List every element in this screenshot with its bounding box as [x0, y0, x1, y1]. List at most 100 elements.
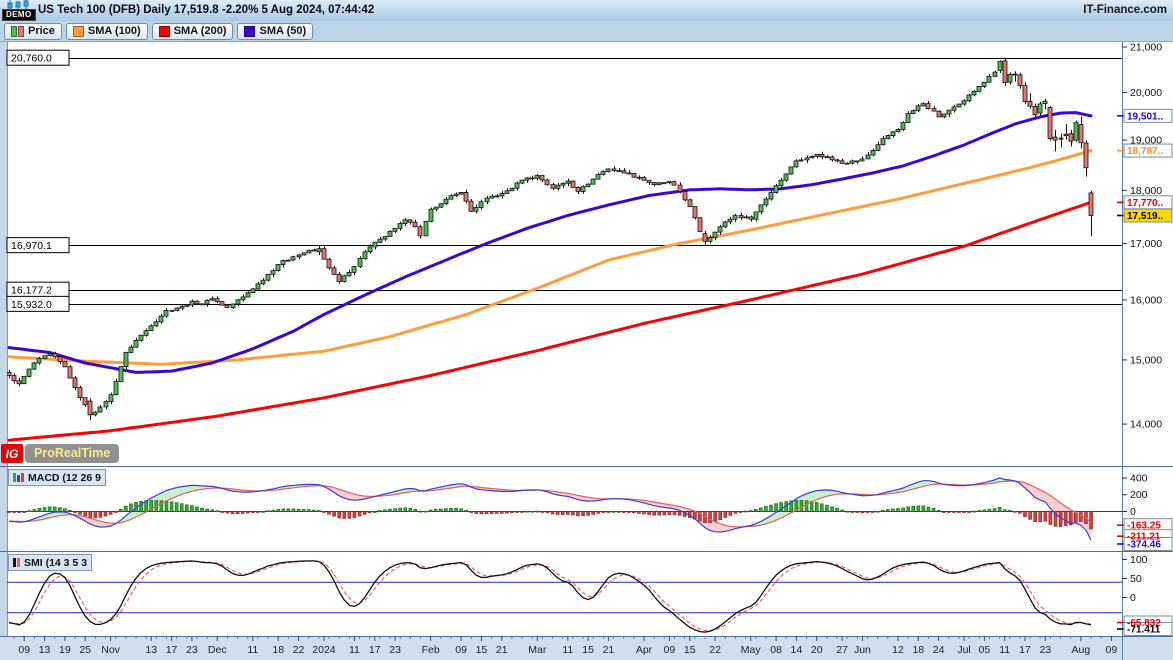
svg-text:-374.46: -374.46 [1127, 540, 1161, 551]
price-series-icon [11, 25, 24, 37]
svg-text:08: 08 [770, 644, 782, 656]
svg-text:Jun: Jun [854, 644, 871, 656]
svg-text:15,932.0: 15,932.0 [11, 299, 52, 311]
svg-text:20,760.0: 20,760.0 [11, 53, 52, 65]
svg-text:21: 21 [496, 644, 508, 656]
macd-fill [73, 514, 117, 527]
svg-text:15: 15 [582, 644, 594, 656]
macd-fill [1015, 481, 1091, 540]
macd-panel[interactable] [7, 477, 1122, 541]
svg-text:25: 25 [79, 644, 91, 656]
svg-text:18: 18 [912, 644, 924, 656]
chart-title: US Tech 100 (DFB) Daily 17,519.8 -2.20% … [38, 4, 375, 16]
svg-text:16,970.1: 16,970.1 [11, 240, 52, 252]
svg-text:12: 12 [892, 644, 904, 656]
legend-sma200-label: SMA (200) [173, 25, 227, 37]
svg-text:11: 11 [562, 644, 573, 656]
macd-fill [875, 480, 944, 495]
price-axis[interactable] [1117, 46, 1173, 636]
level-label-box [6, 49, 70, 66]
svg-text:May: May [741, 644, 762, 656]
axis-value-box [1123, 208, 1173, 223]
mini-candles-icon [7, 0, 29, 11]
sma200-series-icon [158, 25, 170, 37]
legend-price-button[interactable]: Price [4, 22, 62, 40]
svg-text:17: 17 [166, 644, 178, 656]
chart-background [0, 41, 1173, 660]
macd-fill [25, 511, 74, 522]
legend-sma100-label: SMA (100) [87, 25, 141, 37]
left-gutter [0, 41, 7, 636]
svg-text:17,770..: 17,770.. [1127, 198, 1163, 209]
macd-signal-line [8, 480, 1092, 528]
svg-text:20,000: 20,000 [1130, 87, 1162, 99]
demo-badge: DEMO [2, 9, 36, 21]
macd-indicator-label[interactable]: MACD (12 26 9 [8, 469, 106, 486]
prorealtime-logo: IG ProRealTime [1, 444, 120, 463]
sma100-series-icon [72, 25, 84, 37]
smi-indicator-label[interactable]: SMI (14 3 5 3 [8, 554, 93, 571]
legend-price-label: Price [28, 25, 55, 37]
legend-sma200-button[interactable]: SMA (200) [151, 22, 234, 40]
axis-value-box [1123, 622, 1173, 636]
svg-text:23: 23 [186, 644, 198, 656]
smi-label-text: SMI (14 3 5 3 [24, 556, 88, 569]
macd-fill [620, 498, 744, 532]
svg-text:-211.21: -211.21 [1127, 532, 1161, 543]
title-bar: DEMO US Tech 100 (DFB) Daily 17,519.8 -2… [0, 0, 1173, 22]
legend-sma50-button[interactable]: SMA (50) [237, 22, 314, 40]
level-label-box [6, 295, 70, 312]
svg-text:09: 09 [1106, 644, 1118, 656]
macd-line [8, 477, 1092, 541]
svg-text:17: 17 [1019, 644, 1031, 656]
svg-text:Feb: Feb [422, 644, 440, 656]
axis-value-box [1123, 537, 1173, 551]
svg-text:Jul: Jul [957, 644, 970, 656]
svg-text:18: 18 [272, 644, 284, 656]
svg-text:23: 23 [1039, 644, 1051, 656]
svg-text:-65.832: -65.832 [1127, 618, 1161, 629]
smi-line [8, 560, 1092, 633]
sma200-line [7, 200, 1093, 442]
legend-bar: Price SMA (100) SMA (200) SMA (50) [0, 21, 1173, 42]
svg-text:50: 50 [1130, 573, 1142, 585]
time-axis[interactable] [0, 636, 1173, 660]
macd-icon [13, 473, 24, 482]
svg-text:16,177.2: 16,177.2 [11, 285, 52, 297]
svg-text:-71.411: -71.411 [1127, 625, 1161, 636]
axis-value-box [1123, 143, 1173, 158]
candlestick-series[interactable] [7, 57, 1094, 421]
svg-text:11: 11 [349, 644, 360, 656]
svg-text:17: 17 [369, 644, 381, 656]
svg-text:22: 22 [709, 644, 721, 656]
svg-text:-163.25: -163.25 [1127, 521, 1161, 532]
legend-sma50-label: SMA (50) [259, 25, 307, 37]
prorealtime-wordmark: ProRealTime [25, 444, 120, 463]
smi-icon [13, 558, 20, 567]
svg-text:2024: 2024 [312, 644, 336, 656]
svg-text:23: 23 [389, 644, 401, 656]
svg-text:17,000: 17,000 [1130, 238, 1162, 250]
macd-histogram [7, 499, 1093, 530]
smi-panel[interactable] [7, 560, 1122, 633]
svg-text:14: 14 [791, 644, 803, 656]
svg-text:Mar: Mar [528, 644, 547, 656]
svg-text:100: 100 [1130, 554, 1148, 566]
svg-text:05: 05 [979, 644, 991, 656]
svg-text:200: 200 [1130, 489, 1148, 501]
legend-sma100-button[interactable]: SMA (100) [65, 22, 148, 40]
svg-text:19,501..: 19,501.. [1127, 111, 1163, 122]
svg-text:19,000: 19,000 [1130, 135, 1162, 147]
svg-text:0: 0 [1130, 506, 1136, 518]
svg-text:18,787..: 18,787.. [1127, 146, 1163, 157]
svg-text:Dec: Dec [208, 644, 227, 656]
macd-fill [374, 483, 470, 497]
time-axis-background [0, 636, 1173, 660]
svg-text:15: 15 [684, 644, 696, 656]
svg-text:21,000: 21,000 [1130, 42, 1162, 54]
svg-text:Nov: Nov [101, 644, 120, 656]
svg-text:17,519..: 17,519.. [1127, 211, 1163, 222]
brand-watermark: IT-Finance.com [1083, 4, 1167, 16]
svg-text:Aug: Aug [1072, 644, 1091, 656]
